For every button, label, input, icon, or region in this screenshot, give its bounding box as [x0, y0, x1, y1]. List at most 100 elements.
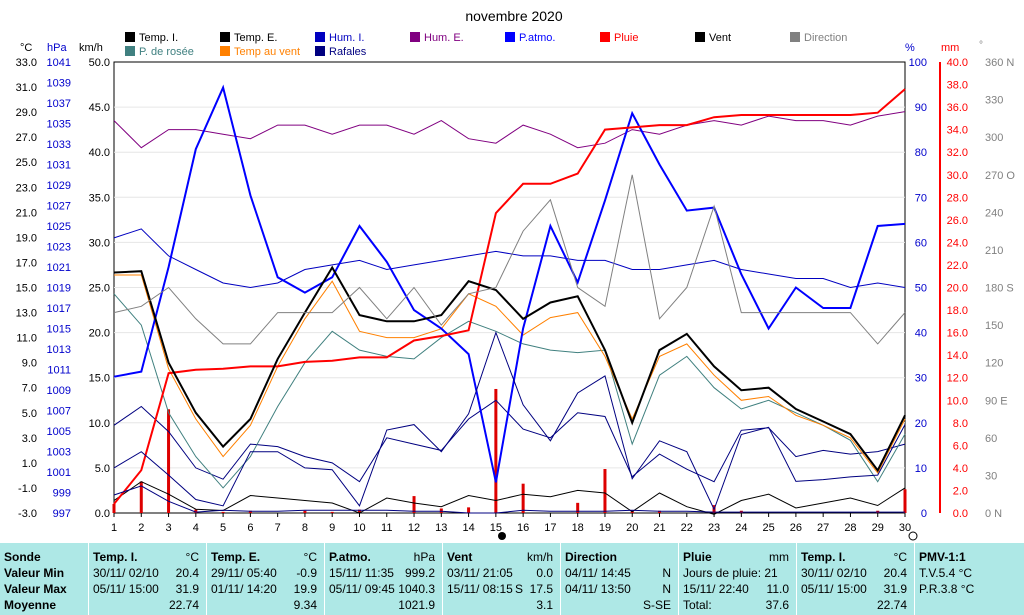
- pluie-max-value: 11.0: [766, 582, 789, 596]
- temperature-tick-label: 23.0: [16, 182, 37, 194]
- rain-bar: [112, 503, 116, 513]
- pressure-tick-label: 1017: [47, 303, 71, 315]
- x-tick-label: 7: [275, 522, 281, 534]
- pressure-tick-label: 1025: [47, 221, 71, 233]
- vent-min-value: 0.0: [536, 566, 553, 580]
- rain-bar: [194, 509, 198, 513]
- x-tick-label: 16: [517, 522, 529, 534]
- pluie-unit: mm: [769, 550, 789, 564]
- x-tick-label: 23: [708, 522, 720, 534]
- x-tick-label: 3: [165, 522, 171, 534]
- rain-unit: mm: [941, 42, 959, 54]
- wind-tick-label: 20.0: [89, 328, 110, 340]
- pressure-tick-label: 1009: [47, 385, 71, 397]
- temp-i-max-date: 05/11/ 15:00: [93, 582, 159, 596]
- temperature-tick-label: 27.0: [16, 132, 37, 144]
- x-tick-label: 13: [435, 522, 447, 534]
- temperature-tick-label: 25.0: [16, 157, 37, 169]
- rain-bar: [248, 510, 252, 513]
- legend-swatch: [410, 32, 420, 42]
- legend-swatch: [505, 32, 515, 42]
- rain-tick-label: 30.0: [947, 170, 968, 182]
- temp-i-mean: 22.74: [168, 598, 199, 612]
- rain-bar: [221, 511, 225, 513]
- separator: [678, 543, 679, 615]
- temp-i-min-value: 20.4: [175, 566, 199, 580]
- separator: [914, 543, 915, 615]
- direction-max-value: N: [662, 582, 671, 596]
- humidity-tick-label: 0: [921, 508, 927, 520]
- rain-bar: [357, 509, 361, 513]
- legend-label: Temp. I.: [139, 32, 178, 44]
- vent-unit: km/h: [526, 550, 553, 564]
- rain-bar: [576, 502, 580, 513]
- pressure-tick-label: 1039: [47, 78, 71, 90]
- stats-col-patmo: P.atmo. hPa 15/11/ 11:35 999.2 05/11/ 09…: [325, 543, 441, 615]
- legend-label: P. de rosée: [139, 46, 194, 58]
- direction-tick-label: 360 N: [985, 57, 1014, 69]
- temp-i2-unit: °C: [893, 550, 907, 564]
- rain-bar: [139, 481, 143, 513]
- humidity-tick-label: 50: [915, 283, 927, 295]
- rain-tick-label: 28.0: [947, 192, 968, 204]
- direction-max-date: 04/11/ 13:50: [565, 582, 631, 596]
- rain-bar: [903, 489, 907, 513]
- rain-bar: [167, 409, 171, 513]
- direction-tick-label: 150: [985, 320, 1003, 332]
- separator: [560, 543, 561, 615]
- patmo-max-date: 05/11/ 09:45: [329, 582, 395, 596]
- separator: [88, 543, 89, 615]
- temperature-tick-label: 21.0: [16, 207, 37, 219]
- x-tick-label: 24: [735, 522, 747, 534]
- series-rafales: [113, 485, 905, 514]
- temp-i2-max-value: 31.9: [883, 582, 907, 596]
- pluie-rain-days: Jours de pluie: 21: [683, 566, 778, 580]
- temp-i2-max-date: 05/11/ 15:00: [801, 582, 867, 596]
- x-tick-label: 9: [329, 522, 335, 534]
- rain-tick-label: 14.0: [947, 350, 968, 362]
- legend-swatch: [315, 46, 325, 56]
- series-temp-au-vent: [114, 274, 906, 474]
- legend-swatch: [220, 32, 230, 42]
- wind-tick-label: 5.0: [95, 463, 110, 475]
- rain-bar: [658, 510, 662, 513]
- stats-col-vent: Vent km/h 03/11/ 21:05 0.0 15/11/ 08:15 …: [443, 543, 559, 615]
- x-tick-label: 29: [872, 522, 884, 534]
- axis-temperature: 33.0 31.0 29.0 27.0 25.0 23.0 21.0 19.0 17.0 15.0…: [16, 57, 110, 520]
- humidity-tick-label: 20: [915, 418, 927, 430]
- x-axis: 1 2 3 4 5 6 7 8 9 10 11 12 13 14 15 16 17 18 19 20 21 22 23 24 2…: [111, 513, 911, 534]
- x-tick-label: 25: [762, 522, 774, 534]
- temp-i2-min-date: 30/11/ 02/10: [801, 566, 867, 580]
- rain-tick-label: 6.0: [953, 440, 968, 452]
- stats-col-temp-e: Temp. E. °C 29/11/ 05:40 -0.9 01/11/ 14:…: [207, 543, 323, 615]
- wind-tick-label: 25.0: [89, 283, 110, 295]
- pressure-tick-label: 1023: [47, 242, 71, 254]
- rain-tick-label: 16.0: [947, 328, 968, 340]
- rain-tick-label: 4.0: [953, 463, 968, 475]
- legend-swatch: [125, 32, 135, 42]
- temperature-tick-label: 3.0: [22, 433, 37, 445]
- temp-e-max-value: 19.9: [293, 582, 317, 596]
- patmo-header: P.atmo.: [329, 550, 371, 564]
- humidity-tick-label: 100: [909, 57, 927, 69]
- humidity-tick-label: 80: [915, 147, 927, 159]
- temp-i-min-date: 30/11/ 02/10: [93, 566, 159, 580]
- rain-tick-label: 8.0: [953, 418, 968, 430]
- x-tick-label: 27: [817, 522, 829, 534]
- grid: [114, 106, 905, 469]
- direction-min-value: N: [662, 566, 671, 580]
- legend-label: Pluie: [614, 32, 638, 44]
- pressure-tick-label: 1007: [47, 406, 71, 418]
- x-tick-label: 28: [844, 522, 856, 534]
- rain-bars: [112, 388, 907, 513]
- direction-header: Direction: [565, 550, 618, 564]
- temp-e-unit: °C: [303, 550, 317, 564]
- direction-tick-label: 180 S: [985, 283, 1014, 295]
- temp-e-header: Temp. E.: [211, 550, 261, 564]
- x-tick-label: 12: [408, 522, 420, 534]
- humidity-unit: %: [905, 42, 915, 54]
- rain-tick-label: 22.0: [947, 260, 968, 272]
- stats-col-sonde: Sonde Valeur Min Valeur Max Moyenne: [0, 543, 88, 615]
- temp-i-header: Temp. I.: [93, 550, 138, 564]
- x-tick-label: 22: [681, 522, 693, 534]
